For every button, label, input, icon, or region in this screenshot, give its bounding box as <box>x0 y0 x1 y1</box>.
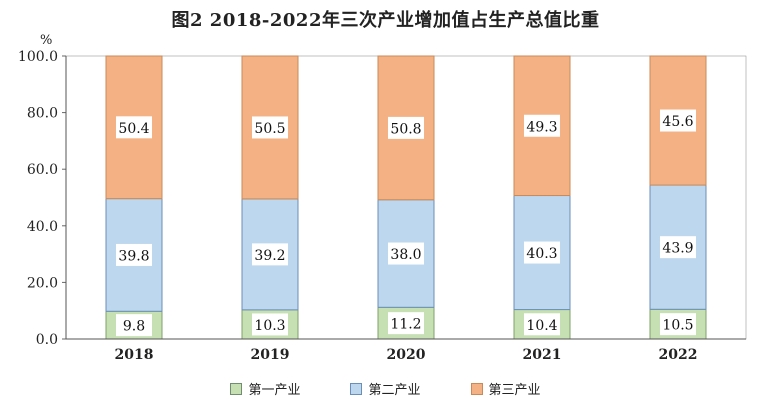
chart-title: 图2 2018-2022年三次产业增加值占生产总值比重 <box>171 10 600 31</box>
data-label: 10.5 <box>662 318 693 334</box>
x-tick-label: 2020 <box>387 347 426 363</box>
data-label-box <box>116 243 152 266</box>
data-label-box <box>524 114 560 137</box>
legend-label-secondary: 第二产业 <box>368 383 421 398</box>
y-tick-label: 0.0 <box>36 332 58 348</box>
data-label-box <box>116 116 152 139</box>
legend: 第一产业 第二产业 第三产业 <box>0 379 771 398</box>
data-label: 50.8 <box>390 121 421 137</box>
legend-label-tertiary: 第三产业 <box>488 383 541 398</box>
data-label-box <box>388 116 424 139</box>
data-label: 10.4 <box>526 318 557 334</box>
data-label-box <box>524 241 560 264</box>
data-label-box <box>252 313 288 336</box>
data-label-box <box>252 243 288 266</box>
data-label-box <box>660 109 696 132</box>
legend-swatch-primary <box>230 382 243 395</box>
data-label: 10.3 <box>254 318 285 334</box>
x-tick-label: 2022 <box>659 347 698 363</box>
legend-label-primary: 第一产业 <box>248 383 301 398</box>
data-label-box <box>660 313 696 336</box>
data-label-box <box>388 312 424 335</box>
data-label: 49.3 <box>526 119 557 135</box>
legend-swatch-tertiary <box>470 382 483 395</box>
data-label: 38.0 <box>390 247 421 263</box>
data-label-box <box>116 314 152 337</box>
data-label: 43.9 <box>662 241 693 257</box>
data-label-box <box>388 242 424 265</box>
legend-item-tertiary: 第三产业 <box>470 379 541 398</box>
data-label: 39.2 <box>254 248 285 264</box>
data-label: 39.8 <box>118 248 149 264</box>
legend-item-primary: 第一产业 <box>230 379 300 398</box>
data-label-box <box>660 236 696 259</box>
y-tick-label: 20.0 <box>27 275 58 291</box>
y-tick-label: 80.0 <box>27 106 58 122</box>
data-label: 11.2 <box>390 317 421 333</box>
legend-item-secondary: 第二产业 <box>350 379 421 398</box>
data-label-box <box>252 116 288 139</box>
x-tick-label: 2019 <box>251 347 290 363</box>
y-tick-label: 100.0 <box>18 49 58 65</box>
y-unit-label: % <box>40 33 52 48</box>
data-label: 40.3 <box>526 246 557 262</box>
data-label: 50.5 <box>254 121 285 137</box>
y-tick-label: 40.0 <box>27 219 58 235</box>
data-label: 45.6 <box>662 114 693 130</box>
x-tick-label: 2018 <box>115 347 154 363</box>
x-tick-label: 2021 <box>523 347 562 363</box>
y-tick-label: 60.0 <box>27 162 58 178</box>
data-label: 9.8 <box>123 319 145 335</box>
legend-swatch-secondary <box>350 382 363 395</box>
data-label-box <box>524 313 560 336</box>
data-label: 50.4 <box>118 121 149 137</box>
